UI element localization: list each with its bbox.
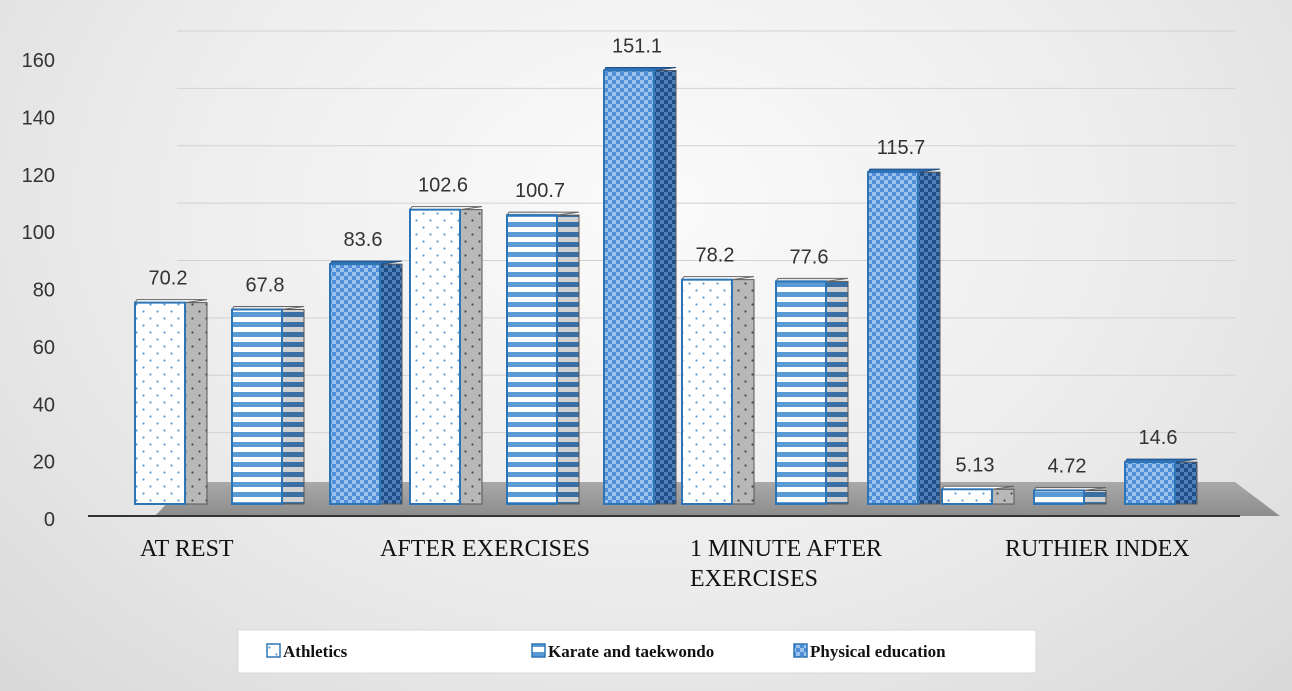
bar-0-2 xyxy=(329,260,403,505)
bar-front-face xyxy=(603,69,655,506)
bar-0-0 xyxy=(134,299,208,505)
bar-2-2 xyxy=(867,168,941,505)
bar-0-1 xyxy=(231,305,305,505)
bar-front-face xyxy=(941,488,993,506)
bar-3-2 xyxy=(1124,458,1198,505)
bar-side-face xyxy=(825,280,849,505)
bar-front-face xyxy=(1033,489,1085,506)
bar-front-face xyxy=(409,208,461,505)
bar-side-face xyxy=(184,302,208,505)
bar-front-face xyxy=(506,214,558,505)
bar-1-1 xyxy=(506,211,580,505)
bar-2-0 xyxy=(681,276,755,505)
data-label: 100.7 xyxy=(515,180,565,202)
x-category-label: 1 MINUTE AFTER EXERCISES xyxy=(690,536,882,592)
data-label: 70.2 xyxy=(149,268,188,290)
legend-label: Karate and taekwondo xyxy=(548,642,714,661)
bar-side-face xyxy=(556,214,580,505)
bar-front-face xyxy=(775,280,827,506)
legend-swatch xyxy=(266,643,281,658)
data-label: 14.6 xyxy=(1139,427,1178,449)
x-category-label: RUTHIER INDEX xyxy=(1005,536,1190,562)
y-tick-label: 160 xyxy=(22,50,55,72)
bar-side-face xyxy=(379,263,403,505)
bar-side-face xyxy=(917,171,941,505)
data-labels: 70.2 67.8 83.6 102.6 100.7 151.1 78.2 77.6 115.7… xyxy=(149,36,1178,478)
bar-side-face xyxy=(991,488,1015,505)
bar-side-face xyxy=(1083,489,1107,505)
y-tick-label: 0 xyxy=(44,509,55,531)
y-tick-label: 40 xyxy=(33,394,55,416)
data-label: 151.1 xyxy=(612,36,662,58)
bar-2-1 xyxy=(775,277,849,506)
data-label: 102.6 xyxy=(418,175,468,197)
data-label: 83.6 xyxy=(344,229,383,251)
y-tick-label: 20 xyxy=(33,452,55,474)
data-label: 5.13 xyxy=(956,454,995,476)
y-tick-label: 100 xyxy=(22,222,55,244)
bar-3-1 xyxy=(1033,486,1107,506)
data-label: 115.7 xyxy=(877,137,926,159)
bar-3-0 xyxy=(941,485,1015,506)
y-tick-label: 140 xyxy=(22,107,55,129)
y-tick-label: 60 xyxy=(33,337,55,359)
bar-front-face xyxy=(1124,461,1176,505)
bars xyxy=(134,67,1198,506)
bar-1-2 xyxy=(603,67,677,506)
legend-label: Physical education xyxy=(810,642,946,661)
data-label: 77.6 xyxy=(790,246,829,268)
legend-swatch xyxy=(793,643,808,658)
bar-front-face xyxy=(231,308,283,505)
x-category-label: AFTER EXERCISES xyxy=(380,536,590,562)
x-category-label: AT REST xyxy=(140,536,234,562)
bar-side-face xyxy=(1174,461,1198,505)
legend-label: Athletics xyxy=(283,642,348,661)
y-axis: 0 20 40 60 80 100 120 140 160 xyxy=(22,50,55,531)
data-label: 78.2 xyxy=(696,245,735,267)
bar-front-face xyxy=(329,263,381,505)
bar-side-face xyxy=(281,308,305,505)
bar-1-0 xyxy=(409,206,483,505)
legend-box xyxy=(237,629,1037,674)
x-axis-categories: AT REST AFTER EXERCISES 1 MINUTE AFTER EXER… xyxy=(140,536,1190,592)
bar-side-face xyxy=(653,70,677,505)
y-tick-label: 80 xyxy=(33,280,55,302)
data-label: 67.8 xyxy=(246,274,285,296)
legend-swatch xyxy=(531,643,546,658)
legend: Athletics Karate and taekwondo Physical ed… xyxy=(237,629,1037,674)
bar-front-face xyxy=(681,278,733,505)
bar-side-face xyxy=(731,279,755,505)
bar-front-face xyxy=(134,301,186,505)
bar-front-face xyxy=(867,171,919,505)
y-tick-label: 120 xyxy=(22,165,55,187)
bar-side-face xyxy=(459,209,483,505)
data-label: 4.72 xyxy=(1048,455,1087,477)
